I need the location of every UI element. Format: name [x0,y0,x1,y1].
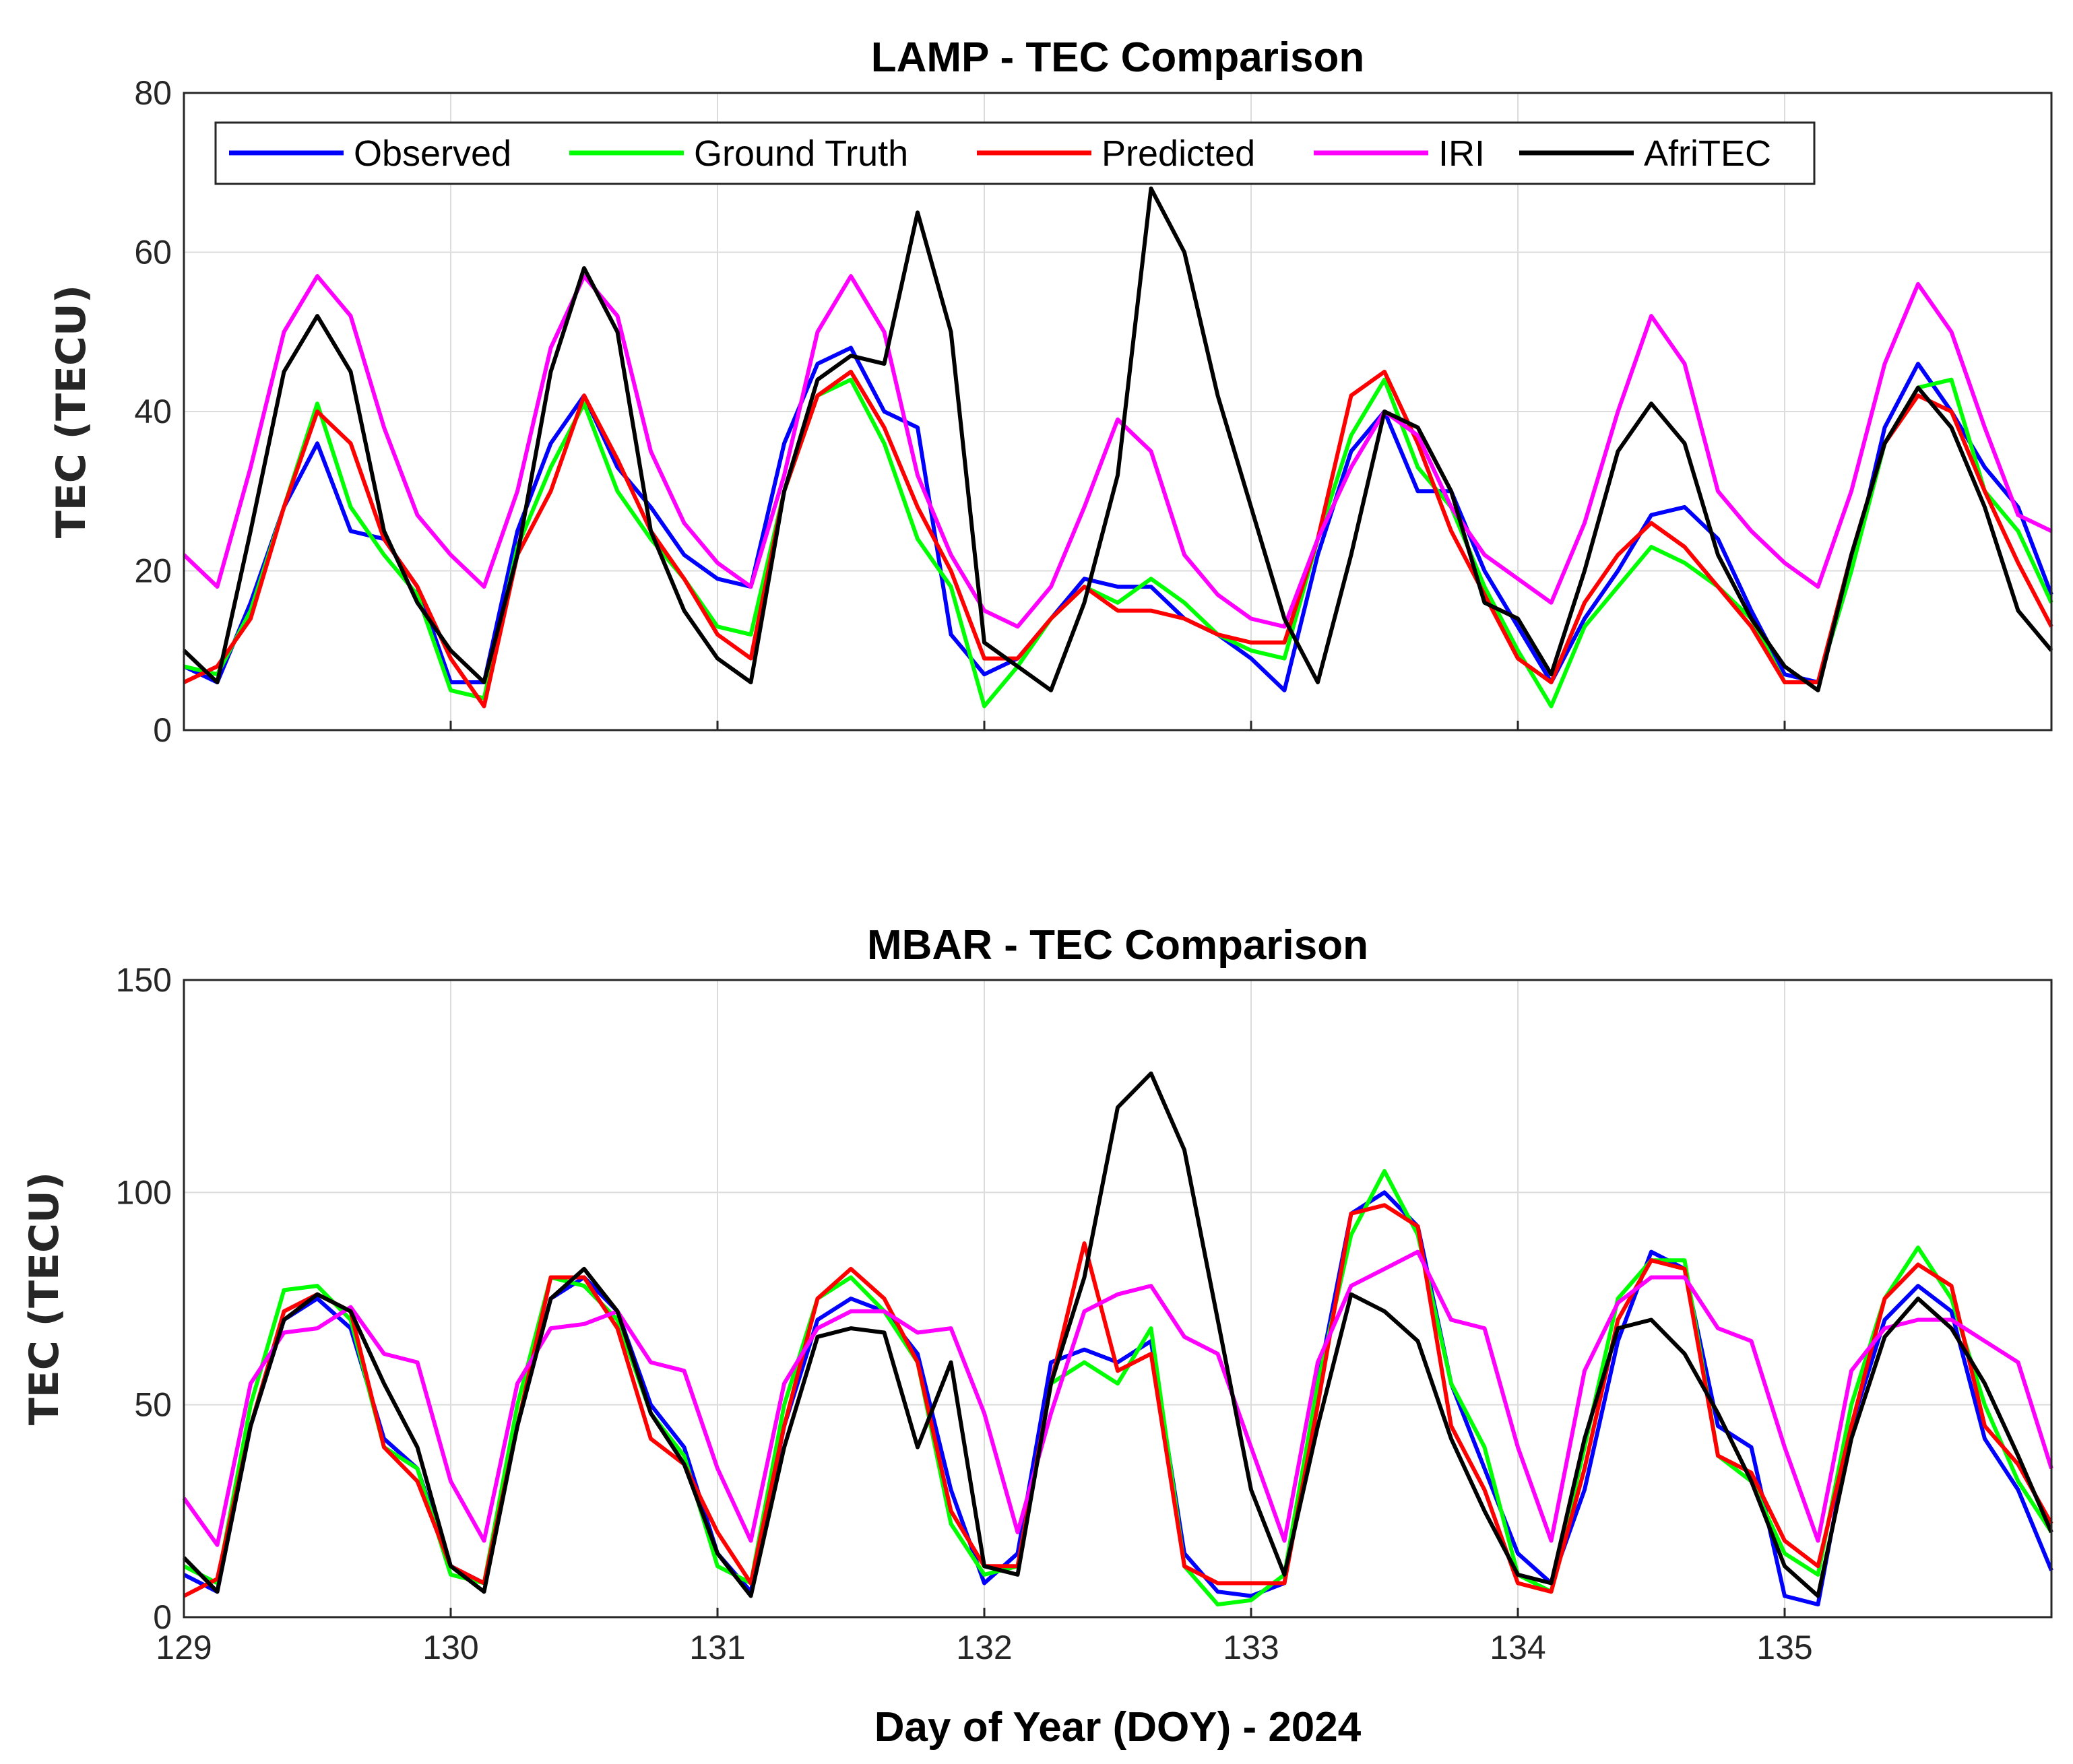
gridlines [183,92,2051,731]
legend-label: Observed [354,133,511,174]
y-tick-label: 40 [134,393,172,430]
x-tick-label: 135 [1756,1629,1812,1666]
y-axis-label: TEC (TECU) [48,285,95,538]
series-line-observed [183,346,2053,692]
y-axis-label: TEC (TECU) [21,1172,68,1425]
chart-title: MBAR - TEC Comparison [867,922,1368,969]
x-tick-label: 134 [1490,1629,1545,1666]
legend-label: Predicted [1102,133,1255,174]
plot-frame [183,979,2053,1619]
series-line-afritec [182,186,2053,692]
y-tick-label: 80 [134,74,172,112]
y-tick-label: 0 [153,1598,172,1636]
lamp-panel: LAMP - TEC Comparison TEC (TECU) 0 20 40 60… [48,34,2053,749]
series-line-afritec [182,1071,2053,1598]
x-tick-label: 133 [1223,1629,1279,1666]
legend-label: AfriTEC [1644,133,1771,174]
x-tick-label: 129 [156,1629,212,1666]
y-tick-label: 50 [134,1386,172,1424]
y-tick-label: 150 [116,961,172,999]
plot-frame [183,92,2053,731]
chart-title: LAMP - TEC Comparison [871,34,1365,81]
series-line-iri [182,1249,2053,1547]
y-tick-label: 0 [153,711,172,749]
x-tick-label: 131 [689,1629,745,1666]
legend-label: IRI [1438,133,1485,174]
x-tick-label: 130 [422,1629,478,1666]
x-axis-label: Day of Year (DOY) - 2024 [874,1704,1362,1751]
series-line-iri [182,274,2053,629]
x-tick-label: 132 [956,1629,1012,1666]
series-line-predicted [183,369,2053,709]
y-tick-label: 20 [134,552,172,590]
legend: Observed Ground Truth Predicted IRI AfriTEC [214,121,1816,185]
legend-label: Ground Truth [694,133,908,174]
mbar-panel: MBAR - TEC Comparison TEC (TECU) Day of … [21,922,2053,1751]
y-tick-label: 100 [116,1173,172,1211]
y-tick-label: 60 [134,234,172,271]
